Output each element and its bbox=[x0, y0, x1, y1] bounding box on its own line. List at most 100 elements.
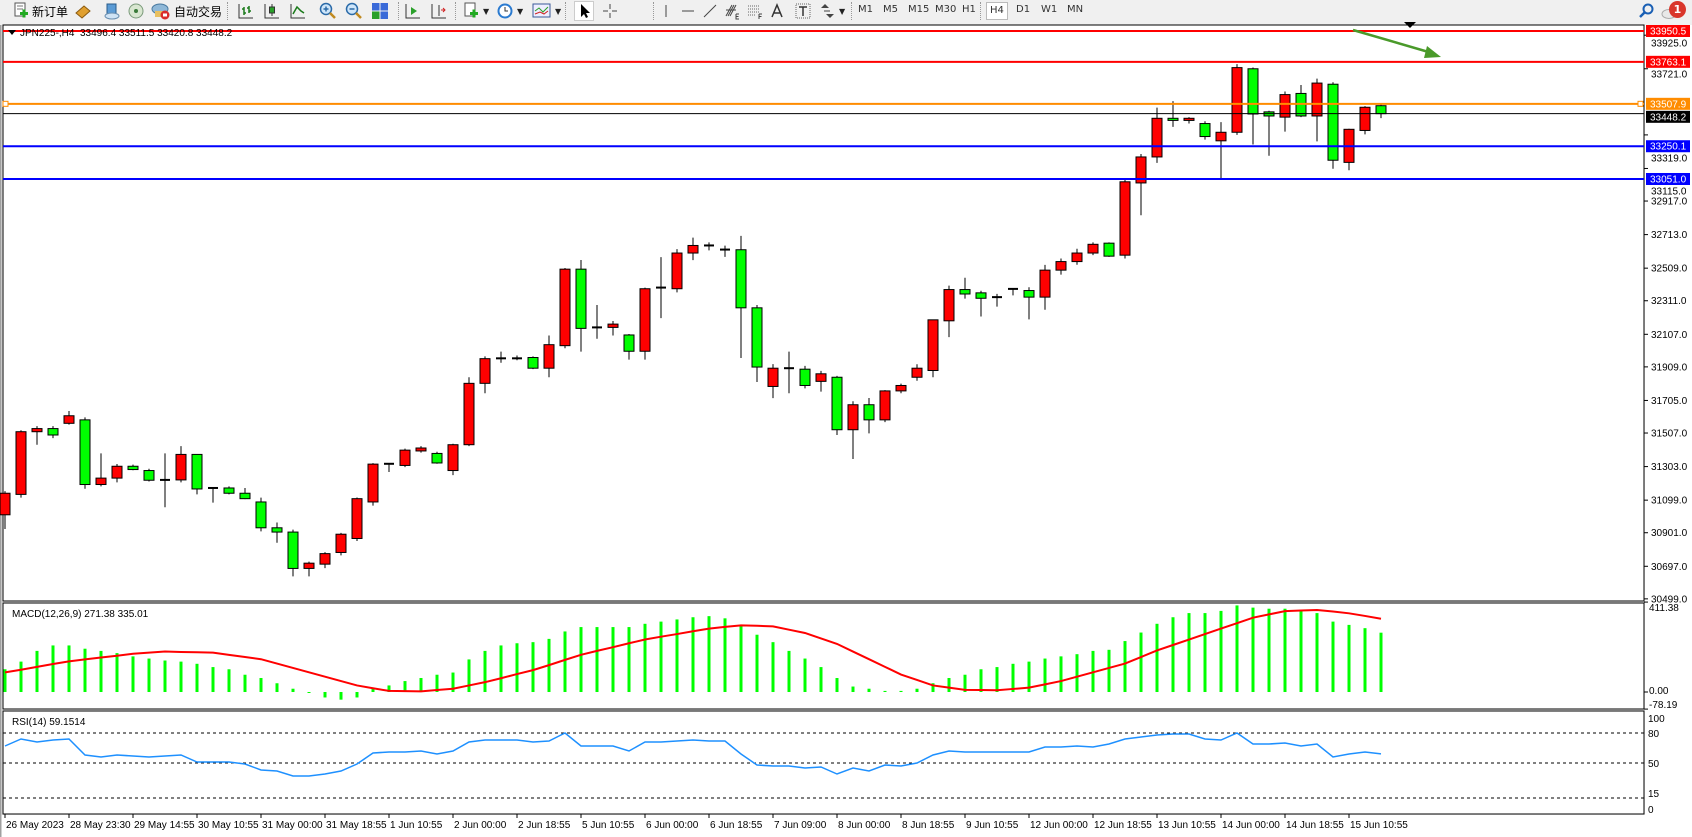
candle[interactable] bbox=[1023, 287, 1035, 320]
candle[interactable] bbox=[160, 453, 170, 508]
candle[interactable] bbox=[415, 446, 427, 453]
candle[interactable] bbox=[992, 293, 1002, 307]
auto-trading-button[interactable]: 自动交易 bbox=[151, 2, 222, 20]
candle[interactable] bbox=[799, 365, 811, 389]
candle[interactable] bbox=[1071, 248, 1083, 265]
candle[interactable] bbox=[1055, 258, 1067, 275]
candlestick-button[interactable] bbox=[263, 2, 281, 20]
price-axis[interactable] bbox=[1645, 25, 1692, 815]
candle[interactable] bbox=[1327, 82, 1339, 169]
candle[interactable] bbox=[287, 529, 299, 577]
candle[interactable] bbox=[656, 257, 666, 319]
arrows-dropdown[interactable]: ▼ bbox=[818, 2, 845, 20]
candle[interactable] bbox=[639, 287, 651, 360]
candle[interactable] bbox=[15, 430, 27, 498]
candle[interactable] bbox=[911, 364, 923, 381]
candle[interactable] bbox=[847, 401, 859, 460]
candle[interactable] bbox=[959, 277, 971, 299]
candle[interactable] bbox=[143, 468, 155, 482]
candle[interactable] bbox=[303, 561, 315, 577]
tile-windows-button[interactable] bbox=[371, 2, 389, 20]
candle[interactable] bbox=[255, 497, 267, 532]
crosshair-button[interactable] bbox=[601, 2, 619, 20]
chart-menu-triangle-icon[interactable] bbox=[8, 30, 16, 35]
candle[interactable] bbox=[1183, 117, 1195, 124]
candle[interactable] bbox=[720, 245, 730, 257]
timeframe-d1[interactable]: D1 bbox=[1016, 4, 1031, 15]
indicators-dropdown[interactable]: ▼ bbox=[462, 2, 489, 20]
candle[interactable] bbox=[831, 375, 843, 435]
market-watch-button[interactable] bbox=[74, 2, 92, 20]
text-button[interactable] bbox=[770, 2, 784, 20]
timeframe-m15[interactable]: M15 bbox=[908, 4, 930, 15]
line-handle[interactable] bbox=[2, 100, 9, 107]
candle[interactable] bbox=[239, 487, 251, 500]
vertical-line-button[interactable] bbox=[657, 2, 675, 20]
signals-button[interactable] bbox=[127, 2, 145, 20]
candle[interactable] bbox=[895, 383, 907, 394]
chart-shift-marker[interactable] bbox=[1404, 22, 1416, 28]
candle[interactable] bbox=[175, 446, 187, 483]
candle[interactable] bbox=[223, 486, 235, 495]
candle[interactable] bbox=[1103, 242, 1115, 257]
candle[interactable] bbox=[431, 451, 443, 464]
chart-window[interactable]: 411.38 0.00 -78.19 100 80 50 15 0 33925.0 33721… bbox=[0, 22, 1692, 837]
candle[interactable] bbox=[208, 486, 218, 503]
candle[interactable] bbox=[63, 410, 75, 425]
candle[interactable] bbox=[543, 335, 555, 378]
rsi-pane[interactable] bbox=[2, 710, 1645, 815]
candle[interactable] bbox=[1359, 106, 1371, 135]
candle[interactable] bbox=[351, 497, 363, 541]
candle[interactable] bbox=[335, 532, 347, 556]
candle[interactable] bbox=[1231, 64, 1243, 135]
candle[interactable] bbox=[463, 377, 475, 447]
candle[interactable] bbox=[111, 463, 123, 483]
candle[interactable] bbox=[1279, 91, 1291, 132]
candle[interactable] bbox=[704, 242, 714, 251]
candle[interactable] bbox=[0, 491, 11, 529]
templates-dropdown[interactable]: ▼ bbox=[532, 2, 561, 20]
candle[interactable] bbox=[384, 462, 394, 473]
bar-chart-button[interactable] bbox=[237, 2, 255, 20]
candle[interactable] bbox=[735, 235, 747, 358]
fibonacci-fan-button[interactable] bbox=[746, 2, 764, 20]
candle[interactable] bbox=[943, 285, 955, 338]
candle[interactable] bbox=[47, 426, 59, 439]
candle[interactable] bbox=[191, 453, 203, 495]
time-axis[interactable] bbox=[0, 815, 1692, 837]
candle[interactable] bbox=[319, 552, 331, 569]
candle[interactable] bbox=[592, 305, 602, 339]
candle[interactable] bbox=[927, 319, 939, 378]
main-price-pane[interactable] bbox=[2, 24, 1645, 602]
candle[interactable] bbox=[1039, 264, 1051, 310]
candle[interactable] bbox=[127, 464, 139, 471]
timeframe-m30[interactable]: M30 bbox=[935, 4, 957, 15]
horizontal-line-button[interactable] bbox=[679, 2, 697, 20]
candle[interactable] bbox=[271, 522, 283, 543]
zoom-out-button[interactable] bbox=[345, 2, 363, 20]
candle[interactable] bbox=[687, 237, 699, 261]
timeframe-mn[interactable]: MN bbox=[1067, 4, 1084, 15]
trendline-button[interactable] bbox=[701, 2, 719, 20]
candle[interactable] bbox=[671, 249, 683, 293]
candle[interactable] bbox=[31, 426, 43, 445]
candle[interactable] bbox=[1199, 121, 1211, 140]
candle[interactable] bbox=[496, 351, 506, 363]
candle[interactable] bbox=[879, 390, 891, 423]
text-label-button[interactable] bbox=[794, 2, 812, 20]
candle[interactable] bbox=[1119, 179, 1131, 259]
line-handle[interactable] bbox=[1637, 100, 1644, 107]
candle[interactable] bbox=[784, 351, 794, 394]
timeframe-h1[interactable]: H1 bbox=[962, 4, 976, 15]
timeframe-h4[interactable]: H4 bbox=[986, 2, 1008, 20]
macd-pane[interactable] bbox=[2, 602, 1645, 710]
candle[interactable] bbox=[1008, 287, 1018, 296]
timeframe-m5[interactable]: M5 bbox=[883, 4, 898, 15]
chart-shift-button[interactable] bbox=[430, 2, 448, 20]
candle[interactable] bbox=[863, 397, 875, 434]
candle[interactable] bbox=[527, 356, 539, 370]
candle[interactable] bbox=[79, 417, 91, 489]
candle[interactable] bbox=[512, 355, 522, 361]
zoom-in-button[interactable] bbox=[319, 2, 337, 20]
autoscroll-button[interactable] bbox=[404, 2, 422, 20]
